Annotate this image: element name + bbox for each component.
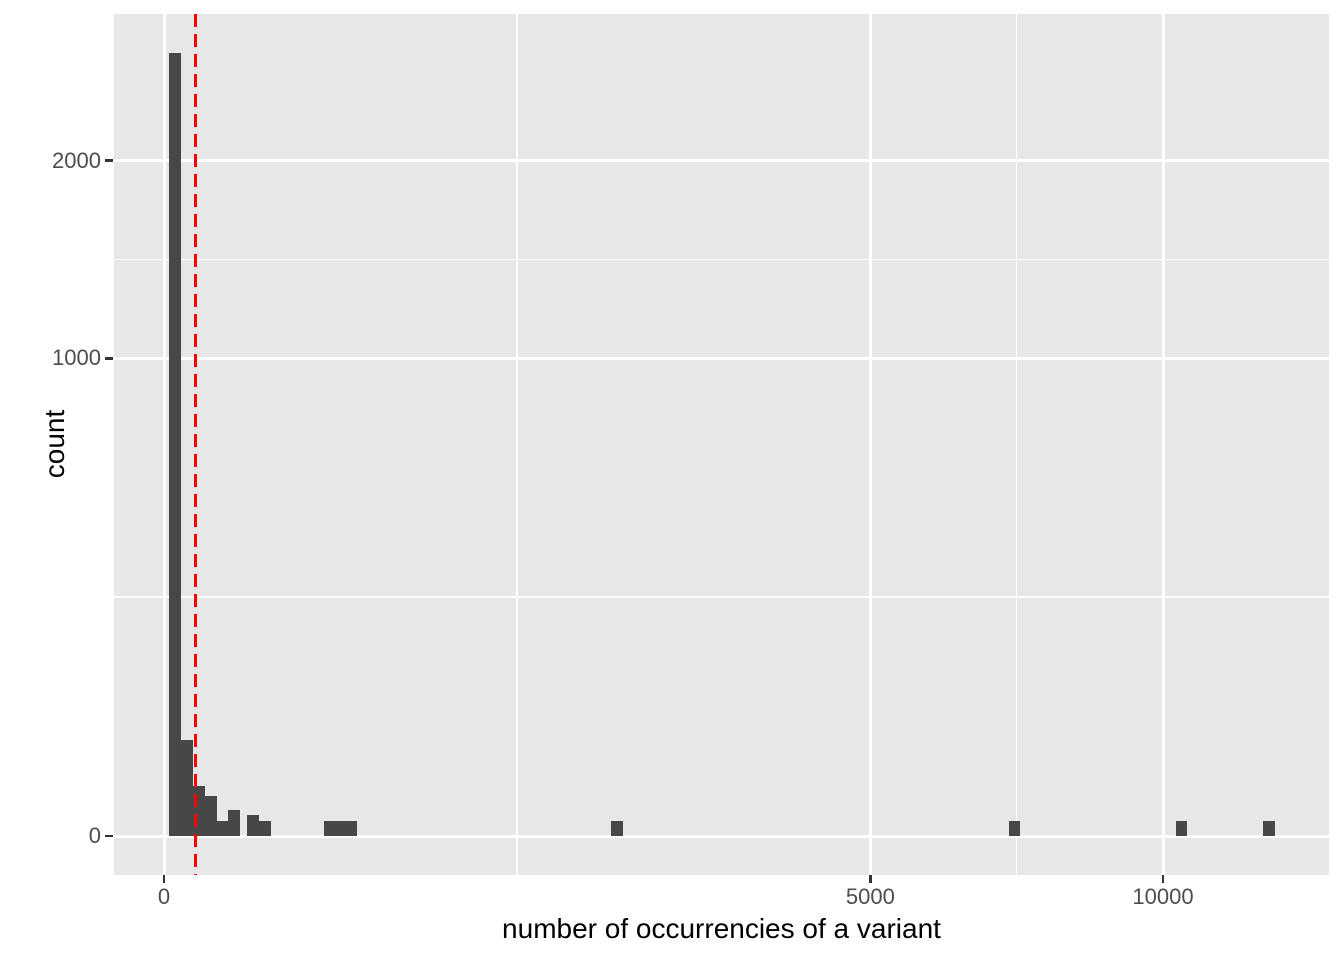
plot-panel [114,14,1329,875]
histogram-bar [246,814,259,836]
x-axis-title: number of occurrencies of a variant [502,913,941,944]
histogram-bar [258,820,271,836]
histogram-bar [169,52,181,836]
histogram-bar [192,785,205,836]
y-tick-mark [105,159,113,162]
histogram-bar [1009,820,1020,836]
x-tick-label: 0 [157,884,171,909]
histogram-bar [323,820,335,836]
y-major-gridline [114,834,1329,838]
y-minor-gridline [114,258,1329,261]
histogram-bar [227,809,241,836]
x-major-gridline [162,14,166,875]
histogram-bar [610,820,623,836]
y-tick-label: 1000 [52,345,101,371]
y-major-gridline [114,356,1329,360]
histogram-bar [345,820,357,836]
x-tick-mark [869,875,872,883]
histogram-bar [1175,820,1188,836]
histogram-bar [1262,820,1275,836]
x-minor-gridline [1015,14,1018,875]
y-tick-mark [105,357,113,360]
y-major-gridline [114,159,1329,163]
x-major-gridline [1161,14,1165,875]
y-minor-gridline [114,596,1329,598]
histogram-bar [216,820,228,836]
x-tick-label: 5000 [845,884,895,909]
x-tick-mark [1161,875,1165,883]
histogram-bar [204,796,217,836]
x-tick-mark [162,875,166,883]
y-tick-mark [105,834,113,838]
y-tick-label: 0 [88,823,101,848]
x-major-gridline [868,14,872,875]
histogram-bar [334,820,346,836]
x-tick-label: 10000 [1132,884,1194,909]
y-tick-label: 2000 [52,147,101,173]
x-minor-gridline [516,14,518,875]
histogram-bar [181,740,193,836]
reference-vline [194,14,198,875]
y-axis-title: count [39,409,70,479]
